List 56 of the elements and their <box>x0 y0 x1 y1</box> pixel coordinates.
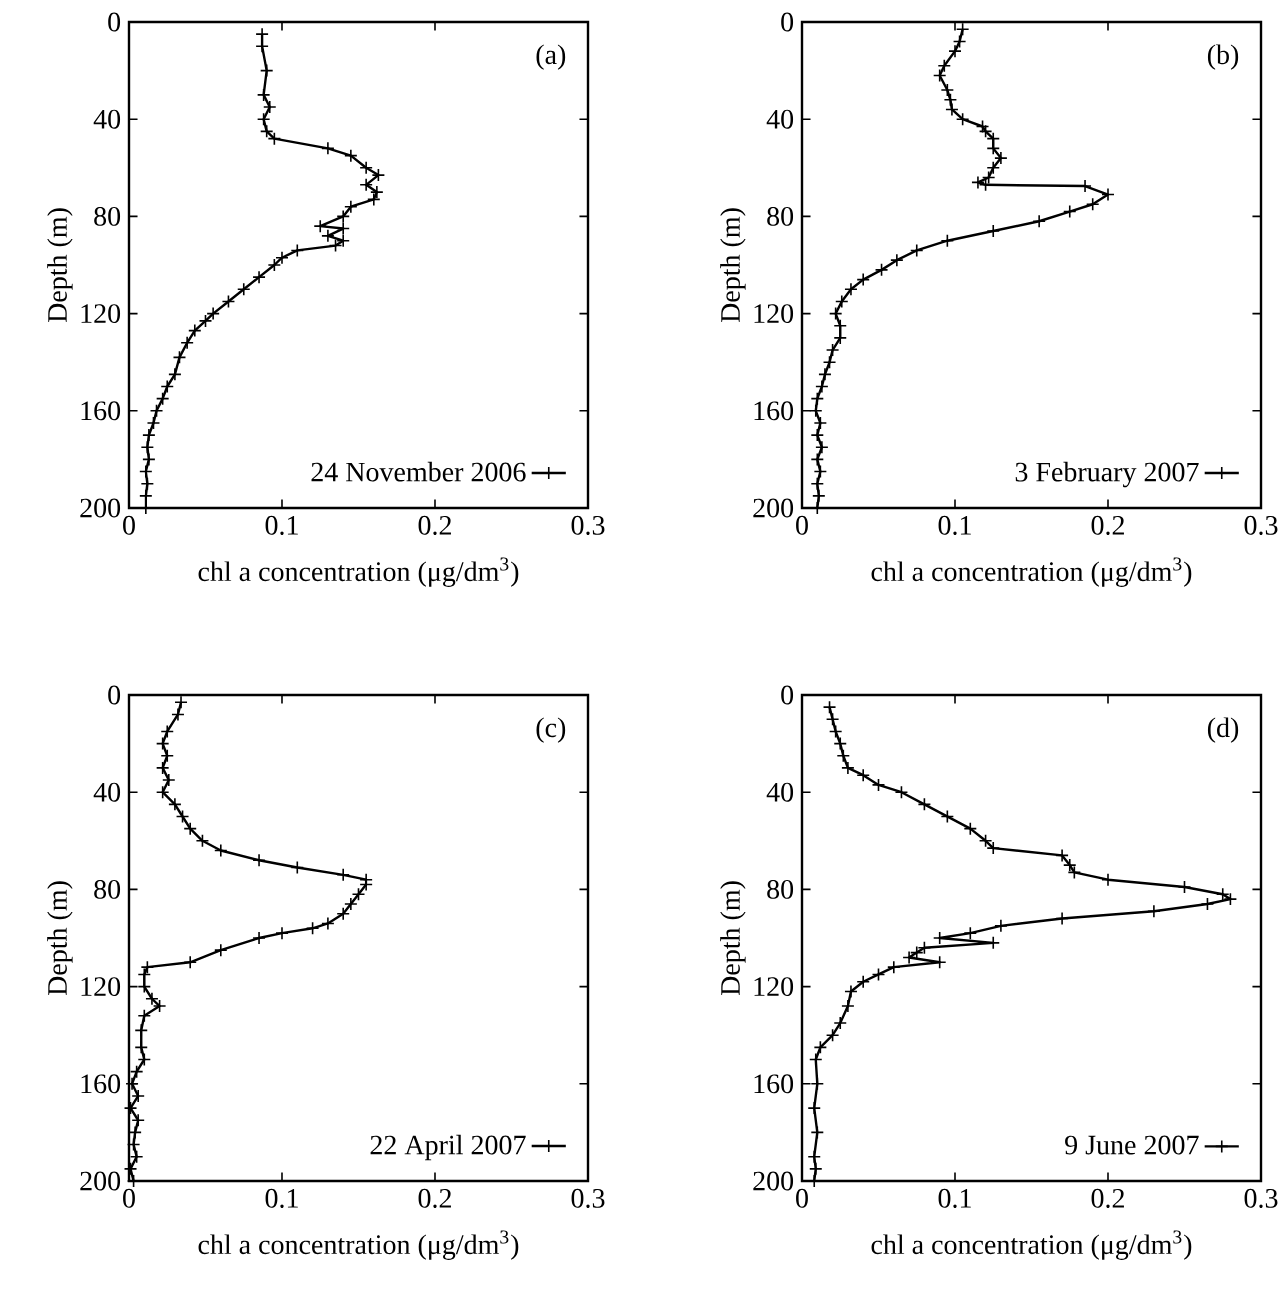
y-tick-label: 0 <box>108 685 121 705</box>
x-tick-label: 0.3 <box>1244 515 1278 535</box>
legend-label: 3 February 2007 <box>1015 461 1199 488</box>
x-tick-label: 0.2 <box>418 515 451 535</box>
y-axis-title: Depth (m) <box>720 881 746 996</box>
y-tick-label: 40 <box>93 782 121 802</box>
y-tick-label: 80 <box>94 879 121 899</box>
y-tick-label: 80 <box>767 879 794 899</box>
y-tick-label: 0 <box>781 12 794 32</box>
y-tick-label: 200 <box>753 1171 794 1191</box>
legend-label: 22 April 2007 <box>370 1134 526 1161</box>
legend-label: 9 June 2007 <box>1065 1135 1199 1155</box>
annotation: (c) <box>536 717 566 743</box>
y-tick-label: 120 <box>754 304 794 324</box>
y-tick-label: 40 <box>766 109 794 129</box>
x-tick-label: 0.2 <box>1091 515 1124 535</box>
y-tick-label: 160 <box>81 1074 121 1094</box>
y-tick-label: 120 <box>754 977 794 997</box>
x-axis-title: chl a concentration (μg/dm$^{3}$) <box>198 557 519 587</box>
x-tick-label: 0.2 <box>1091 1188 1124 1208</box>
y-tick-label: 160 <box>754 1074 794 1094</box>
x-tick-label: 0.2 <box>418 1188 451 1208</box>
y-axis-title: Depth (m) <box>47 208 73 323</box>
y-tick-label: 80 <box>767 206 794 226</box>
x-axis-title: chl a concentration (μg/dm$^{3}$) <box>871 1230 1192 1260</box>
x-tick-label: 0.1 <box>265 515 298 535</box>
x-tick-label: 0.3 <box>571 1188 605 1208</box>
y-tick-label: 200 <box>753 498 794 518</box>
x-axis-title: chl a concentration (μg/dm$^{3}$) <box>871 557 1192 587</box>
annotation: (d) <box>1207 717 1239 743</box>
x-tick-label: 0.1 <box>938 1188 971 1208</box>
y-tick-label: 0 <box>781 685 794 705</box>
x-tick-label: 0.3 <box>571 515 605 535</box>
y-tick-label: 40 <box>93 109 121 129</box>
y-tick-label: 0 <box>108 12 121 32</box>
x-tick-label: 0.3 <box>1244 1188 1278 1208</box>
x-tick-label: 0 <box>123 515 135 535</box>
y-tick-label: 200 <box>80 498 121 518</box>
y-axis-title: Depth (m) <box>47 881 73 996</box>
legend-label: 24 November 2006 <box>311 461 526 482</box>
y-tick-label: 160 <box>81 401 121 421</box>
y-tick-label: 200 <box>80 1171 121 1191</box>
x-tick-label: 0.1 <box>938 515 971 535</box>
x-tick-label: 0 <box>796 1188 808 1208</box>
y-tick-label: 160 <box>754 401 794 421</box>
x-tick-label: 0 <box>123 1188 135 1208</box>
x-tick-label: 0 <box>796 515 808 535</box>
y-tick-label: 40 <box>766 782 794 802</box>
x-axis-title: chl a concentration (μg/dm$^{3}$) <box>198 1230 519 1260</box>
y-axis-title: Depth (m) <box>720 208 746 323</box>
x-tick-label: 0.1 <box>265 1188 298 1208</box>
annotation: (b) <box>1207 44 1239 70</box>
y-tick-label: 120 <box>81 977 121 997</box>
y-tick-label: 80 <box>94 206 121 226</box>
annotation: (a) <box>536 44 566 70</box>
y-tick-label: 120 <box>81 304 121 324</box>
